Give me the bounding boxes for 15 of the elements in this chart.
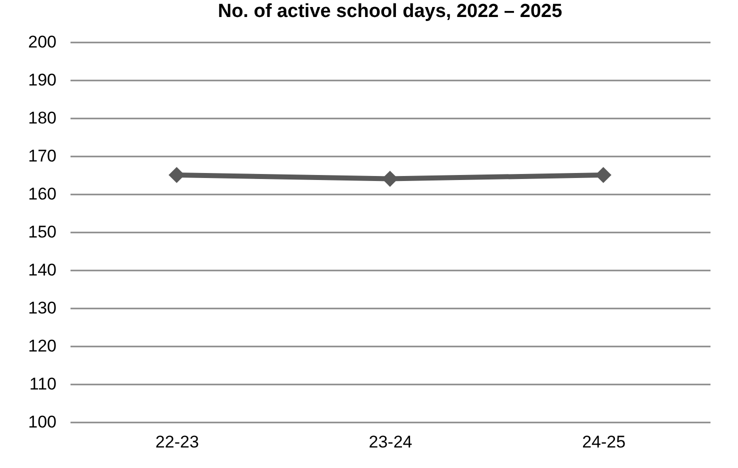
y-tick-label: 120 [28, 336, 56, 356]
x-tick-label: 22-23 [155, 432, 199, 452]
x-tick-label: 23-24 [368, 432, 412, 452]
y-tick-label: 100 [28, 412, 56, 432]
x-tick-label: 24-25 [582, 432, 626, 452]
y-tick-label: 170 [28, 146, 56, 166]
y-tick-label: 190 [28, 70, 56, 90]
y-tick-label: 150 [28, 222, 56, 242]
y-tick-label: 130 [28, 298, 56, 318]
y-tick-label: 200 [28, 32, 56, 52]
y-tick-label: 160 [28, 184, 56, 204]
chart-title: No. of active school days, 2022 – 2025 [218, 1, 563, 22]
y-tick-label: 140 [28, 260, 56, 280]
y-tick-label: 110 [29, 374, 56, 394]
y-tick-label: 180 [28, 108, 56, 128]
